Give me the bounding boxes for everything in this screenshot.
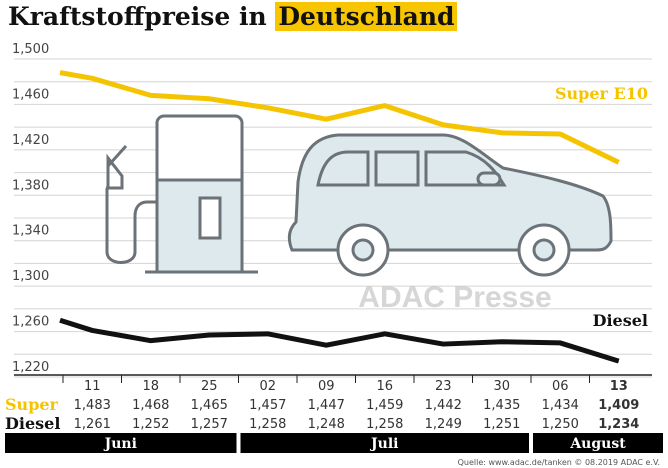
data-label: 1,250 [542, 417, 579, 432]
data-label: 1,249 [425, 417, 462, 432]
data-label: 1,442 [425, 398, 462, 413]
data-label: 1,483 [74, 398, 111, 413]
month-label: Juni [103, 436, 137, 452]
data-label: 1,459 [366, 398, 403, 413]
y-tick-label: 1,380 [12, 178, 49, 193]
data-label: 1,447 [308, 398, 345, 413]
title-text: Kraftstoffpreise in [8, 2, 276, 31]
month-bar [240, 433, 529, 453]
data-label: 1,409 [598, 398, 639, 413]
x-tick-label: 16 [376, 379, 393, 394]
y-tick-label: 1,340 [12, 224, 49, 239]
y-tick-label: 1,460 [12, 87, 49, 102]
chart-title: Kraftstoffpreise in Deutschland [8, 2, 458, 31]
month-bar [533, 433, 663, 453]
x-tick-label: 09 [318, 379, 335, 394]
data-label: 1,248 [308, 417, 345, 432]
y-tick-label: 1,500 [12, 42, 49, 57]
source-note: Quelle: www.adac.de/tanken © 08.2019 ADA… [458, 458, 660, 467]
month-label: Juli [369, 436, 398, 452]
data-label: 1,257 [191, 417, 228, 432]
x-tick-label: 18 [142, 379, 159, 394]
y-tick-label: 1,420 [12, 133, 49, 148]
y-tick-label: 1,260 [12, 315, 49, 330]
legend-super-e10: Super E10 [555, 84, 648, 103]
y-tick-label: 1,300 [12, 269, 49, 284]
data-label: 1,434 [542, 398, 579, 413]
car-icon [287, 133, 613, 277]
data-label: 1,457 [249, 398, 286, 413]
month-bar [5, 433, 237, 453]
fuel-pump-and-car-illustration [105, 114, 613, 277]
watermark: ADAC Presse [358, 281, 551, 314]
x-tick-label: 06 [552, 379, 569, 394]
legend-diesel: Diesel [593, 311, 648, 330]
fuel-pump-icon [105, 114, 258, 274]
data-label: 1,468 [132, 398, 169, 413]
x-tick-label: 11 [84, 379, 101, 394]
x-tick-label: 02 [259, 379, 276, 394]
series-line-diesel [59, 317, 620, 364]
x-tick-label: 30 [493, 379, 510, 394]
data-label: 1,258 [366, 417, 403, 432]
data-label: 1,261 [74, 417, 111, 432]
data-label: 1,252 [132, 417, 169, 432]
data-label: 1,251 [483, 417, 520, 432]
x-tick-label: 13 [610, 379, 628, 394]
title-highlight: Deutschland [275, 2, 458, 31]
data-label: 1,435 [483, 398, 520, 413]
y-tick-label: 1,220 [12, 360, 49, 375]
x-tick-label: 23 [435, 379, 452, 394]
row-label-super: Super [5, 395, 59, 414]
x-tick-label: 25 [201, 379, 218, 394]
row-label-diesel: Diesel [5, 414, 60, 433]
data-label: 1,465 [191, 398, 228, 413]
data-label: 1,234 [598, 417, 639, 432]
data-label: 1,258 [249, 417, 286, 432]
month-label: August [569, 436, 626, 452]
